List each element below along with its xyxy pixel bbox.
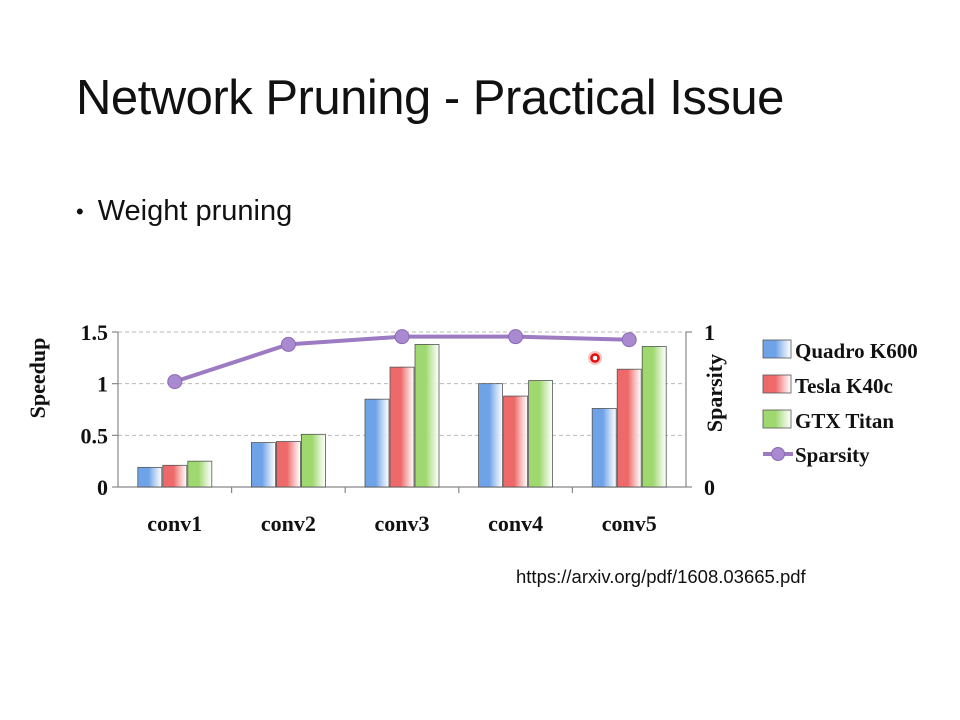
bar-tesla-k40c [503, 395, 529, 488]
legend-label: Sparsity [795, 443, 870, 467]
x-tick-label: conv3 [375, 511, 430, 536]
x-tick-label: conv2 [261, 511, 316, 536]
sparsity-point [508, 329, 524, 345]
x-tick-label: conv1 [147, 511, 202, 536]
bar-gtx-titan [414, 343, 440, 488]
sparsity-point [621, 332, 637, 348]
legend-label: Tesla K40c [795, 374, 893, 398]
bar-quadro-k600 [478, 383, 504, 488]
y-tick-label: 1 [97, 372, 108, 397]
legend-swatch [762, 339, 792, 359]
pointer-cursor-icon [588, 351, 602, 365]
bar-tesla-k40c [616, 368, 642, 488]
bar-gtx-titan [300, 433, 326, 488]
y-tick-label: 0 [97, 475, 108, 500]
bar-quadro-k600 [250, 442, 276, 488]
legend-marker [771, 447, 785, 461]
bar-tesla-k40c [162, 464, 188, 488]
bullet-text: Weight pruning [97, 195, 293, 227]
y-tick-label: 0.5 [81, 423, 109, 448]
sparsity-point [394, 329, 410, 345]
bar-gtx-titan [528, 380, 553, 488]
legend-swatch [762, 374, 792, 394]
y2-tick-label: 0 [704, 475, 715, 500]
y2-axis-title: Sparsity [702, 354, 727, 432]
bar-quadro-k600 [364, 398, 390, 488]
bar-gtx-titan [187, 460, 213, 488]
y-tick-label: 1.5 [81, 320, 109, 345]
sparsity-point [280, 336, 296, 352]
bar-tesla-k40c [275, 441, 301, 488]
legend-label: GTX Titan [795, 409, 894, 433]
bullet-icon: • [76, 198, 84, 224]
bar-quadro-k600 [591, 408, 617, 488]
x-tick-label: conv5 [602, 511, 657, 536]
legend-label: Quadro K600 [795, 339, 918, 363]
x-tick-label: conv4 [488, 511, 543, 536]
bullet-item: • Weight pruning [76, 195, 292, 228]
bar-gtx-titan [641, 346, 667, 488]
source-link[interactable]: https://arxiv.org/pdf/1608.03665.pdf [516, 566, 806, 587]
y-axis-title: Speedup [25, 338, 50, 419]
bar-quadro-k600 [137, 466, 163, 488]
bar-tesla-k40c [389, 366, 415, 488]
y2-tick-label: 1 [704, 320, 715, 345]
sparsity-point [167, 374, 183, 390]
legend-swatch [762, 409, 792, 429]
slide-title: Network Pruning - Practical Issue [76, 71, 784, 125]
